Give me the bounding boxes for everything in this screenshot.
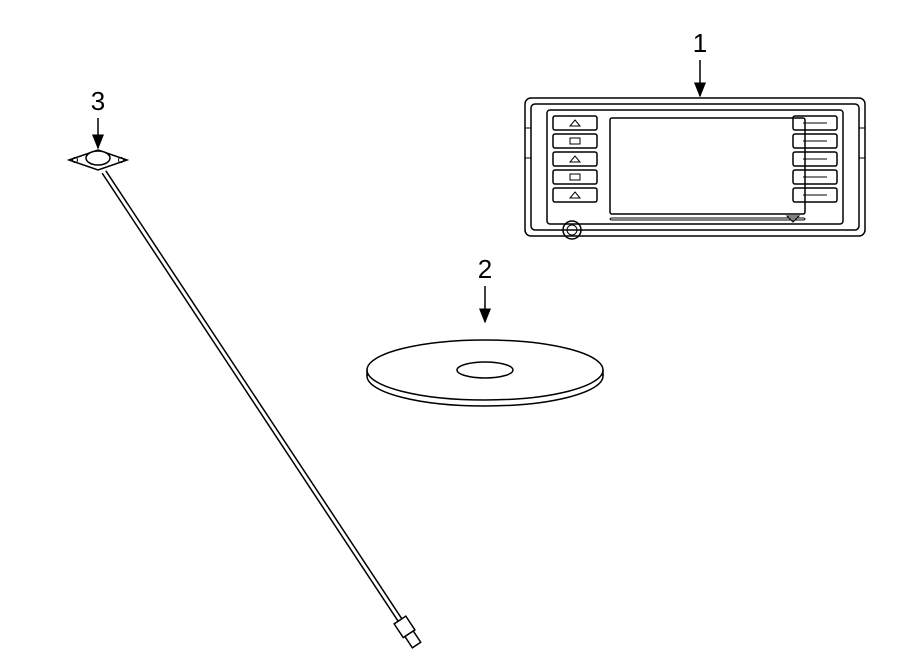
radio-left-button [553,152,597,166]
callout-label-2: 2 [478,254,492,284]
radio-left-button [553,170,597,184]
disc [367,340,603,406]
cable-connector [394,616,422,649]
radio-unit [525,98,865,239]
radio-left-button [553,188,597,202]
radio-left-button [553,134,597,148]
antenna-cable-line [102,173,398,621]
callout-label-3: 3 [91,86,105,116]
antenna-cable [69,150,422,649]
callout-label-1: 1 [693,28,707,58]
parts-diagram: 1 2 3 [0,0,900,661]
callouts: 1 2 3 [91,28,707,322]
eject-icon [787,216,799,222]
radio-left-button [553,116,597,130]
